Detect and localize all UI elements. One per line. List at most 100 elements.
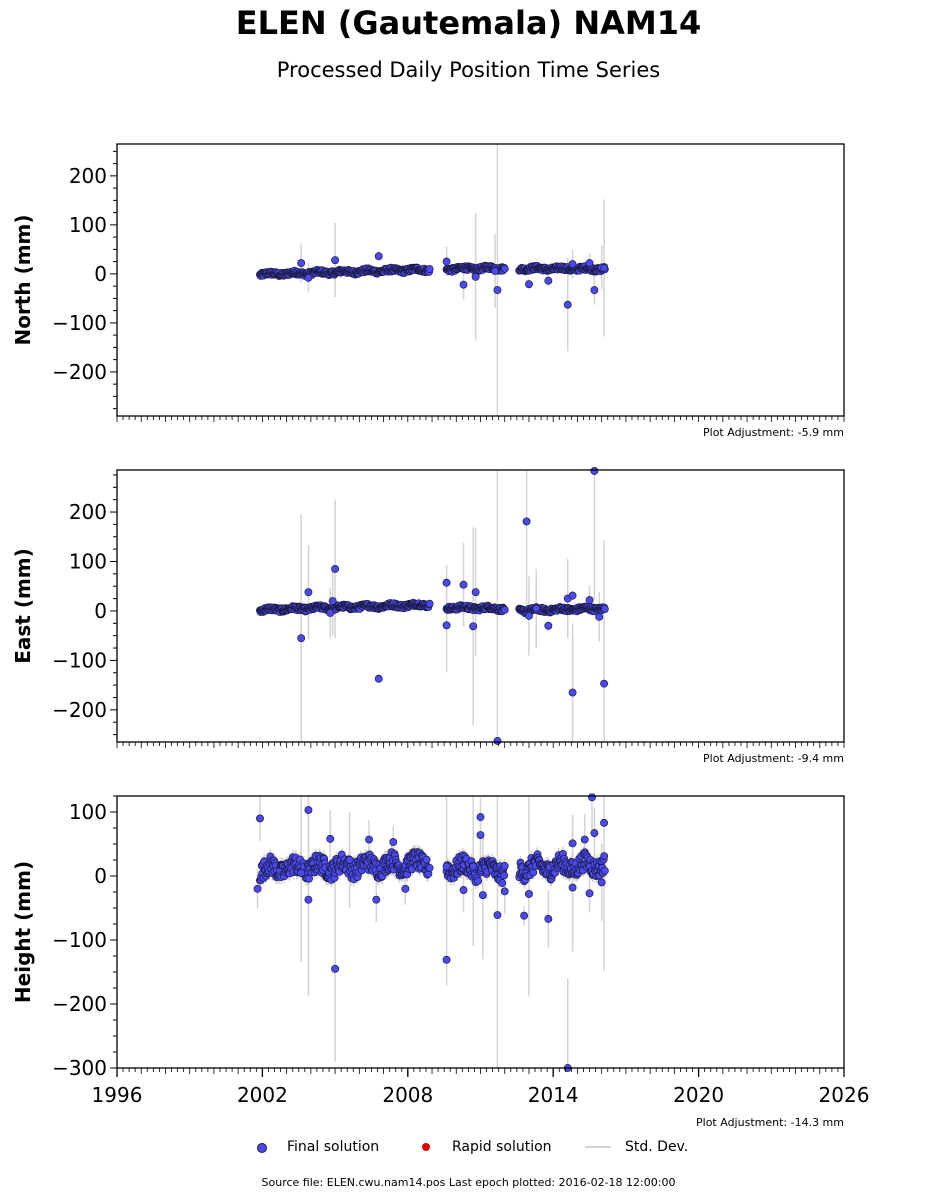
data-point-1-526 <box>442 578 451 587</box>
data-point-0-531 <box>563 300 572 309</box>
data-point-2-547 <box>580 835 589 844</box>
y-tick-label-2-100: 100 <box>69 800 107 824</box>
data-point-2-536 <box>476 813 485 822</box>
data-point-2-524 <box>304 895 313 904</box>
x-tick-label-2020: 2020 <box>673 1083 724 1107</box>
legend-rapid-label: Rapid solution <box>452 1139 552 1155</box>
data-point-2-518 <box>600 852 609 861</box>
data-point-1-534 <box>532 604 541 613</box>
data-point-2-532 <box>442 955 451 964</box>
data-point-0-533 <box>590 286 599 294</box>
data-point-1-533 <box>525 611 533 620</box>
y-tick-label-1-200: 200 <box>69 500 107 524</box>
data-point-1-542 <box>600 679 609 688</box>
plot-adjustment-0: Plot Adjustment: -5.9 mm <box>703 426 844 439</box>
data-point-0-521 <box>331 256 340 265</box>
data-point-1-532 <box>522 517 531 526</box>
data-point-2-275 <box>422 855 431 864</box>
data-point-0-536 <box>585 259 594 268</box>
data-point-1-524 <box>326 608 335 617</box>
data-point-2-377 <box>500 862 509 870</box>
data-point-2-520 <box>256 814 264 823</box>
data-point-0-524 <box>442 257 451 266</box>
y-tick-label-2--200: −200 <box>52 992 107 1016</box>
data-point-2-548 <box>588 793 596 802</box>
x-tick-label-2014: 2014 <box>528 1083 579 1107</box>
y-tick-label-1-0: 0 <box>94 599 107 623</box>
plot-adjustment-2: Plot Adjustment: -14.3 mm <box>696 1116 844 1129</box>
chart-subtitle: Processed Daily Position Time Series <box>276 58 661 82</box>
y-tick-label-1-100: 100 <box>69 549 107 573</box>
data-point-0-530 <box>544 276 553 285</box>
data-point-2-545 <box>568 839 577 848</box>
data-point-2-534 <box>459 886 468 895</box>
data-point-2-525 <box>326 834 335 843</box>
data-point-0-520 <box>297 259 306 268</box>
data-point-1-531 <box>493 737 502 745</box>
data-point-1-520 <box>297 634 306 643</box>
y-tick-label-2--100: −100 <box>52 928 107 952</box>
data-point-2-522 <box>297 868 306 877</box>
data-point-2-542 <box>525 889 533 898</box>
y-tick-label-2-0: 0 <box>94 864 107 888</box>
data-point-0-522 <box>374 252 383 261</box>
data-point-1-529 <box>471 588 480 597</box>
data-point-1-522 <box>328 597 337 606</box>
data-point-2-401 <box>529 868 538 877</box>
y-tick-label-0--200: −200 <box>52 360 107 384</box>
data-point-0-529 <box>525 280 533 289</box>
y-tick-label-1--100: −100 <box>52 648 107 672</box>
data-point-1-535 <box>544 621 553 630</box>
data-point-2-530 <box>389 838 398 847</box>
data-point-1-280 <box>425 599 434 608</box>
y-tick-label-0-200: 200 <box>69 164 107 188</box>
data-point-2-549 <box>590 829 599 838</box>
legend-final-marker <box>257 1143 267 1153</box>
data-point-0-528 <box>491 266 499 275</box>
data-point-2-523 <box>304 806 313 815</box>
y-axis-label-1: East (mm) <box>11 548 35 664</box>
data-point-2-373 <box>498 879 507 887</box>
legend-stddev-marker <box>585 1146 611 1148</box>
legend-stddev-label: Std. Dev. <box>625 1139 689 1155</box>
y-axis-label-2: Height (mm) <box>11 861 35 1003</box>
data-point-2-528 <box>372 895 381 904</box>
data-point-1-537 <box>568 591 577 600</box>
data-point-0-527 <box>493 286 502 294</box>
data-point-2-376 <box>500 871 509 880</box>
x-tick-label-2008: 2008 <box>382 1083 433 1107</box>
data-point-0-377 <box>500 264 509 273</box>
x-tick-label-2026: 2026 <box>819 1083 870 1107</box>
data-point-0-535 <box>600 264 609 272</box>
data-point-2-552 <box>597 878 606 887</box>
data-point-1-541 <box>595 612 604 621</box>
data-point-2-526 <box>331 964 340 973</box>
y-tick-label-0--100: −100 <box>52 311 107 335</box>
y-tick-label-0-0: 0 <box>94 262 107 286</box>
y-tick-label-1--200: −200 <box>52 698 107 722</box>
y-tick-label-0-100: 100 <box>69 213 107 237</box>
data-point-1-519 <box>600 605 609 613</box>
data-point-1-540 <box>590 467 599 475</box>
plot-adjustment-1: Plot Adjustment: -9.4 mm <box>703 752 844 765</box>
data-point-2-531 <box>401 884 410 893</box>
data-point-2-546 <box>568 883 577 892</box>
data-point-0-280 <box>425 265 434 274</box>
data-point-2-541 <box>520 911 529 920</box>
data-point-1-539 <box>585 596 594 605</box>
data-point-1-528 <box>459 580 468 589</box>
data-point-1-530 <box>469 622 478 631</box>
legend-rapid-marker <box>422 1143 430 1151</box>
data-point-1-523 <box>331 564 340 573</box>
data-point-2-280 <box>425 863 434 872</box>
legend: Final solution Rapid solution Std. Dev. <box>0 1136 937 1158</box>
data-point-2-551 <box>600 818 609 827</box>
data-point-1-521 <box>304 588 313 597</box>
x-tick-label-2002: 2002 <box>237 1083 288 1107</box>
chart-title: ELEN (Gautemala) NAM14 <box>235 4 702 42</box>
data-point-2-535 <box>469 862 478 871</box>
data-point-1-527 <box>442 621 451 630</box>
data-point-1-525 <box>374 674 383 683</box>
data-point-2-533 <box>442 862 451 871</box>
